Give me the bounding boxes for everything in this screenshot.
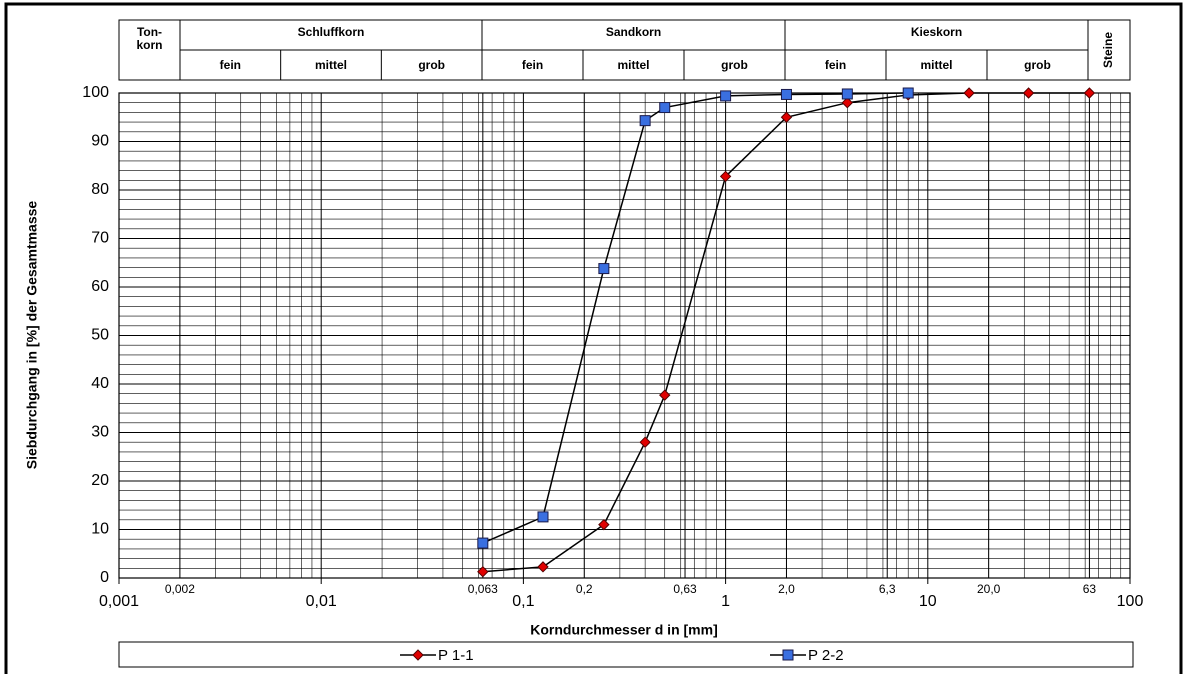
header-group: Kieskorn [911, 25, 962, 39]
x-tick-label: 0,2 [576, 582, 593, 596]
frame [4, 2, 1183, 674]
plot-border [118, 92, 1131, 579]
marker [639, 436, 651, 448]
series-line [482, 92, 1090, 573]
header-sub: fein [220, 58, 241, 72]
marker [902, 87, 914, 99]
legend-label: P 1-1 [438, 647, 474, 664]
marker [780, 88, 792, 100]
header-group: Sandkorn [606, 25, 661, 39]
header-group: Ton- [137, 25, 162, 39]
y-tick-label: 50 [91, 327, 109, 344]
marker [659, 102, 671, 114]
x-tick-label: 0,63 [673, 582, 697, 596]
series-line [482, 92, 909, 544]
marker [412, 649, 424, 661]
marker [537, 511, 549, 523]
x-tick-label: 0,002 [165, 582, 195, 596]
header-sub: grob [418, 58, 445, 72]
marker [598, 263, 610, 275]
y-tick-label: 90 [91, 133, 109, 150]
x-tick-label: 0,001 [99, 593, 139, 610]
x-tick-label: 63 [1083, 582, 1097, 596]
y-tick-label: 30 [91, 424, 109, 441]
x-tick-label: 1 [721, 593, 730, 610]
y-tick-label: 70 [91, 230, 109, 247]
marker [639, 115, 651, 127]
y-tick-label: 80 [91, 181, 109, 198]
marker [963, 87, 975, 99]
x-tick-label: 0,1 [512, 593, 534, 610]
y-tick-label: 40 [91, 375, 109, 392]
marker [841, 88, 853, 100]
marker [477, 537, 489, 549]
marker [1022, 87, 1035, 99]
header-sub: grob [721, 58, 748, 72]
header-sub: fein [522, 58, 543, 72]
y-tick-label: 60 [91, 278, 109, 295]
header-sub: mittel [617, 58, 649, 72]
marker [537, 561, 549, 573]
header-group: Schluffkorn [298, 25, 365, 39]
marker [659, 389, 671, 401]
marker [477, 565, 489, 578]
y-axis-label: Siebdurchgang in [%] der Gesamtmasse [24, 201, 40, 470]
y-tick-label: 20 [91, 472, 109, 489]
x-tick-label: 100 [1117, 593, 1144, 610]
header-group: korn [136, 38, 162, 52]
header-sub: fein [825, 58, 846, 72]
x-tick-label: 0,063 [468, 582, 498, 596]
x-axis-label: Korndurchmesser d in [mm] [530, 622, 717, 638]
marker [780, 111, 793, 123]
marker [598, 518, 610, 531]
x-tick-label: 2,0 [778, 582, 795, 596]
marker [720, 90, 732, 102]
header-sub: mittel [920, 58, 952, 72]
x-tick-label: 6,3 [879, 582, 896, 596]
marker [719, 170, 732, 183]
marker [841, 96, 854, 109]
x-tick-label: 10 [919, 593, 937, 610]
header-box [118, 19, 1131, 81]
marker [782, 649, 794, 661]
y-tick-label: 100 [82, 84, 109, 101]
header-sub: grob [1024, 58, 1051, 72]
legend-label: P 2-2 [808, 647, 844, 664]
y-tick-label: 0 [100, 569, 109, 586]
marker [1083, 87, 1096, 99]
x-tick-label: 0,01 [306, 593, 337, 610]
x-tick-label: 20,0 [977, 582, 1001, 596]
y-tick-label: 10 [91, 521, 109, 538]
legend-box [118, 641, 1134, 668]
header-sub: mittel [315, 58, 347, 72]
header-group: Steine [1101, 32, 1115, 68]
